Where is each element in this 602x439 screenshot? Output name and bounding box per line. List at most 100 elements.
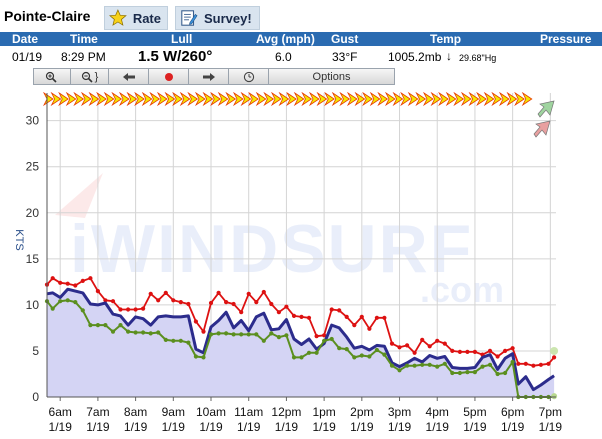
y-axis-label: KTS — [13, 229, 25, 250]
point-lull — [337, 346, 342, 351]
rate-button[interactable]: Rate — [104, 6, 168, 30]
point-gust — [148, 291, 153, 296]
arrow-left-icon — [122, 72, 135, 81]
wind-arrow — [308, 91, 320, 107]
y-tick-label: 30 — [26, 114, 40, 128]
wind-arrow — [179, 91, 191, 107]
point-gust — [389, 341, 395, 346]
point-gust — [254, 300, 259, 305]
point-lull — [510, 359, 515, 365]
survey-icon — [181, 10, 198, 26]
point-lull — [457, 370, 462, 376]
column-header-bar: Date Time Lull Avg (mph) Gust Temp Press… — [0, 32, 602, 46]
point-gust — [359, 314, 364, 319]
point-gust — [329, 307, 334, 312]
point-lull — [50, 306, 55, 311]
point-lull — [420, 362, 425, 367]
wind-arrow — [362, 91, 373, 107]
y-tick-label: 25 — [26, 160, 40, 174]
record-icon — [164, 72, 173, 81]
x-tick-date: 1/19 — [350, 420, 374, 434]
point-lull — [171, 338, 176, 343]
live-button[interactable] — [149, 68, 189, 85]
time-button[interactable] — [229, 68, 269, 85]
point-highlight — [551, 393, 558, 400]
wind-arrow — [263, 91, 275, 107]
point-gust — [487, 348, 493, 353]
wind-arrow — [232, 91, 244, 107]
wind-arrow — [65, 91, 77, 107]
wind-arrow — [164, 91, 176, 107]
wind-arrow — [400, 91, 411, 107]
station-name: Pointe-Claire — [4, 8, 91, 24]
svg-text:.com: .com — [420, 269, 504, 310]
point-gust — [546, 361, 551, 366]
point-lull — [186, 340, 191, 345]
point-lull — [88, 323, 93, 328]
wind-arrow-tilted — [537, 100, 555, 118]
zoom-in-icon — [45, 71, 57, 83]
wind-chart[interactable]: iWINDSURF .com 0510152025306am1/197am1/1… — [0, 85, 602, 439]
point-lull — [156, 330, 161, 335]
column-date: Date — [12, 32, 39, 46]
reading-pressure-mb: 1005.2mb — [388, 50, 442, 64]
point-lull — [367, 354, 372, 359]
zoom-in-button[interactable] — [33, 68, 71, 85]
wind-arrow — [187, 91, 199, 107]
point-gust — [405, 343, 410, 348]
column-lull: Lull — [171, 32, 193, 46]
point-gust — [510, 346, 515, 351]
point-gust — [186, 301, 191, 307]
chart-series — [44, 276, 559, 400]
forward-button[interactable] — [189, 68, 229, 85]
point-lull — [110, 329, 116, 334]
point-lull — [465, 370, 470, 375]
star-icon — [109, 9, 127, 26]
svg-text:iWINDSURF: iWINDSURF — [70, 211, 473, 287]
wind-arrow — [172, 91, 183, 107]
wind-arrow — [149, 91, 161, 107]
options-button[interactable]: Options — [269, 68, 395, 85]
x-tick-time: 5pm — [463, 405, 486, 419]
wind-arrow — [217, 91, 229, 107]
point-lull — [291, 355, 297, 360]
point-lull — [412, 363, 417, 368]
point-gust — [246, 291, 251, 296]
wind-arrow — [96, 91, 107, 107]
column-temp: Temp — [430, 32, 462, 46]
wind-arrow — [42, 91, 54, 107]
pressure-trend-arrow-icon: ↓ — [446, 49, 452, 63]
chart-toolbar: } Options — [33, 68, 545, 85]
x-tick-date: 1/19 — [199, 420, 223, 434]
wind-arrow — [240, 91, 252, 107]
point-lull — [503, 370, 508, 376]
avg-fill-area — [47, 289, 555, 397]
point-gust — [495, 354, 500, 359]
point-lull — [141, 330, 146, 335]
wind-arrow — [141, 91, 153, 107]
point-lull — [442, 361, 447, 366]
point-gust — [141, 306, 146, 311]
back-button[interactable] — [109, 68, 149, 85]
watermark-logo: iWINDSURF .com — [55, 173, 504, 310]
zoom-out-button[interactable]: } — [71, 68, 109, 85]
readings-row: 01/19 8:29 PM 1.5 W/260° 6.0 33°F 1005.2… — [0, 46, 602, 68]
point-gust — [95, 289, 100, 294]
point-gust — [110, 299, 116, 304]
wind-arrow — [80, 91, 92, 107]
x-tick-date: 1/19 — [463, 420, 487, 434]
x-tick-time: 3pm — [388, 405, 411, 419]
point-gust — [291, 313, 297, 318]
x-tick-date: 1/19 — [86, 420, 110, 434]
wind-arrow — [126, 91, 138, 107]
survey-button[interactable]: Survey! — [175, 6, 260, 30]
wind-arrow — [103, 91, 115, 107]
wind-arrow — [422, 91, 434, 107]
point-lull — [95, 323, 100, 328]
point-gust — [231, 301, 236, 307]
point-lull — [178, 338, 183, 343]
point-lull — [389, 363, 395, 368]
point-gust — [65, 281, 70, 286]
wind-arrow — [377, 91, 389, 107]
chart-axes: 0510152025306am1/197am1/198am1/199am1/19… — [26, 93, 562, 434]
